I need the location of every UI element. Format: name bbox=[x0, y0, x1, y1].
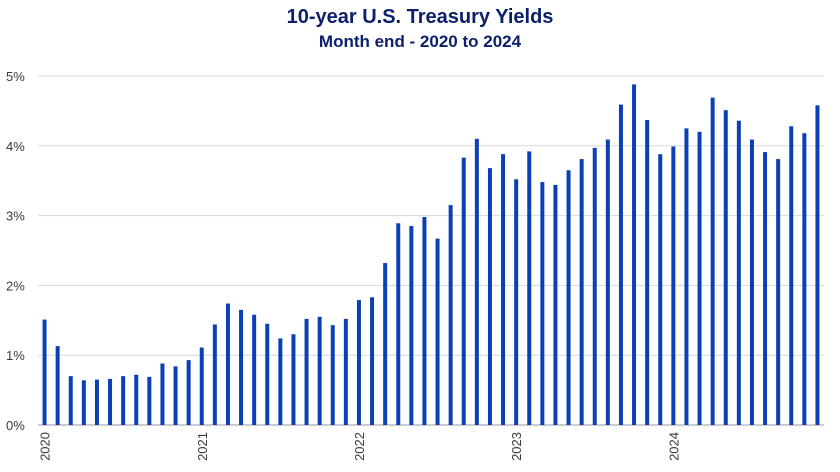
bar bbox=[474, 138, 479, 425]
bar bbox=[540, 182, 545, 425]
bar bbox=[697, 131, 702, 425]
bar bbox=[199, 347, 204, 425]
bar bbox=[632, 84, 637, 425]
bar bbox=[173, 366, 178, 425]
bar bbox=[527, 151, 532, 425]
y-tick-label: 4% bbox=[6, 139, 25, 154]
bar bbox=[186, 360, 191, 425]
bar bbox=[330, 325, 335, 425]
bars bbox=[42, 84, 820, 426]
bar bbox=[278, 338, 283, 425]
bar bbox=[461, 157, 466, 425]
bar bbox=[42, 319, 47, 425]
bar bbox=[566, 170, 571, 425]
bar bbox=[592, 147, 597, 426]
bar bbox=[108, 378, 113, 425]
bar bbox=[356, 300, 361, 425]
bar bbox=[160, 363, 165, 425]
bar bbox=[343, 318, 348, 425]
y-tick-label: 5% bbox=[6, 69, 25, 84]
bar bbox=[448, 205, 453, 425]
chart-title: 10-year U.S. Treasury Yields bbox=[286, 6, 554, 28]
bar bbox=[422, 216, 427, 425]
bar bbox=[134, 374, 139, 425]
x-tick-label: 2020 bbox=[38, 432, 53, 461]
bar bbox=[776, 159, 781, 425]
bar bbox=[789, 126, 794, 426]
bar bbox=[815, 105, 820, 425]
y-tick-label: 2% bbox=[6, 278, 25, 293]
bar bbox=[605, 139, 610, 425]
bar bbox=[671, 146, 676, 426]
bar bbox=[291, 334, 296, 425]
bar bbox=[317, 316, 322, 425]
bar bbox=[68, 376, 73, 425]
bar bbox=[147, 376, 152, 425]
x-tick-label: 2024 bbox=[666, 432, 681, 461]
x-tick-label: 2022 bbox=[352, 432, 367, 461]
bar bbox=[514, 179, 519, 425]
gridlines bbox=[38, 75, 824, 426]
bar bbox=[579, 159, 584, 425]
bar bbox=[645, 119, 650, 425]
chart-subtitle: Month end - 2020 to 2024 bbox=[318, 32, 522, 51]
bar bbox=[710, 97, 715, 425]
bar bbox=[94, 379, 99, 425]
bar bbox=[55, 346, 60, 425]
bar bbox=[225, 303, 230, 425]
bar bbox=[81, 380, 86, 425]
bar bbox=[383, 263, 388, 425]
bar bbox=[487, 168, 492, 426]
bar bbox=[252, 314, 257, 425]
bar bbox=[618, 104, 623, 426]
bar bbox=[435, 238, 440, 425]
bar bbox=[396, 223, 401, 425]
x-tick-label: 2023 bbox=[509, 432, 524, 461]
bar bbox=[265, 323, 270, 425]
bar bbox=[553, 184, 558, 425]
bar bbox=[763, 152, 768, 425]
bar bbox=[121, 376, 126, 425]
bar bbox=[212, 324, 217, 425]
bar bbox=[370, 297, 375, 425]
bar bbox=[684, 128, 689, 425]
bar bbox=[658, 154, 663, 425]
y-tick-label: 3% bbox=[6, 209, 25, 224]
bar bbox=[239, 309, 244, 425]
bar bbox=[802, 133, 807, 425]
y-tick-label: 1% bbox=[6, 348, 25, 363]
bar bbox=[723, 110, 728, 426]
x-tick-label: 2021 bbox=[195, 432, 210, 461]
bar bbox=[501, 154, 506, 425]
axis-labels: 0% 1% 2% 3% 4% 5% 2020 2021 2022 2023 2024 bbox=[6, 69, 681, 461]
bar bbox=[304, 318, 309, 425]
y-tick-label: 0% bbox=[6, 418, 25, 433]
bar bbox=[409, 226, 414, 425]
bar bbox=[736, 120, 741, 425]
bar bbox=[749, 139, 754, 425]
